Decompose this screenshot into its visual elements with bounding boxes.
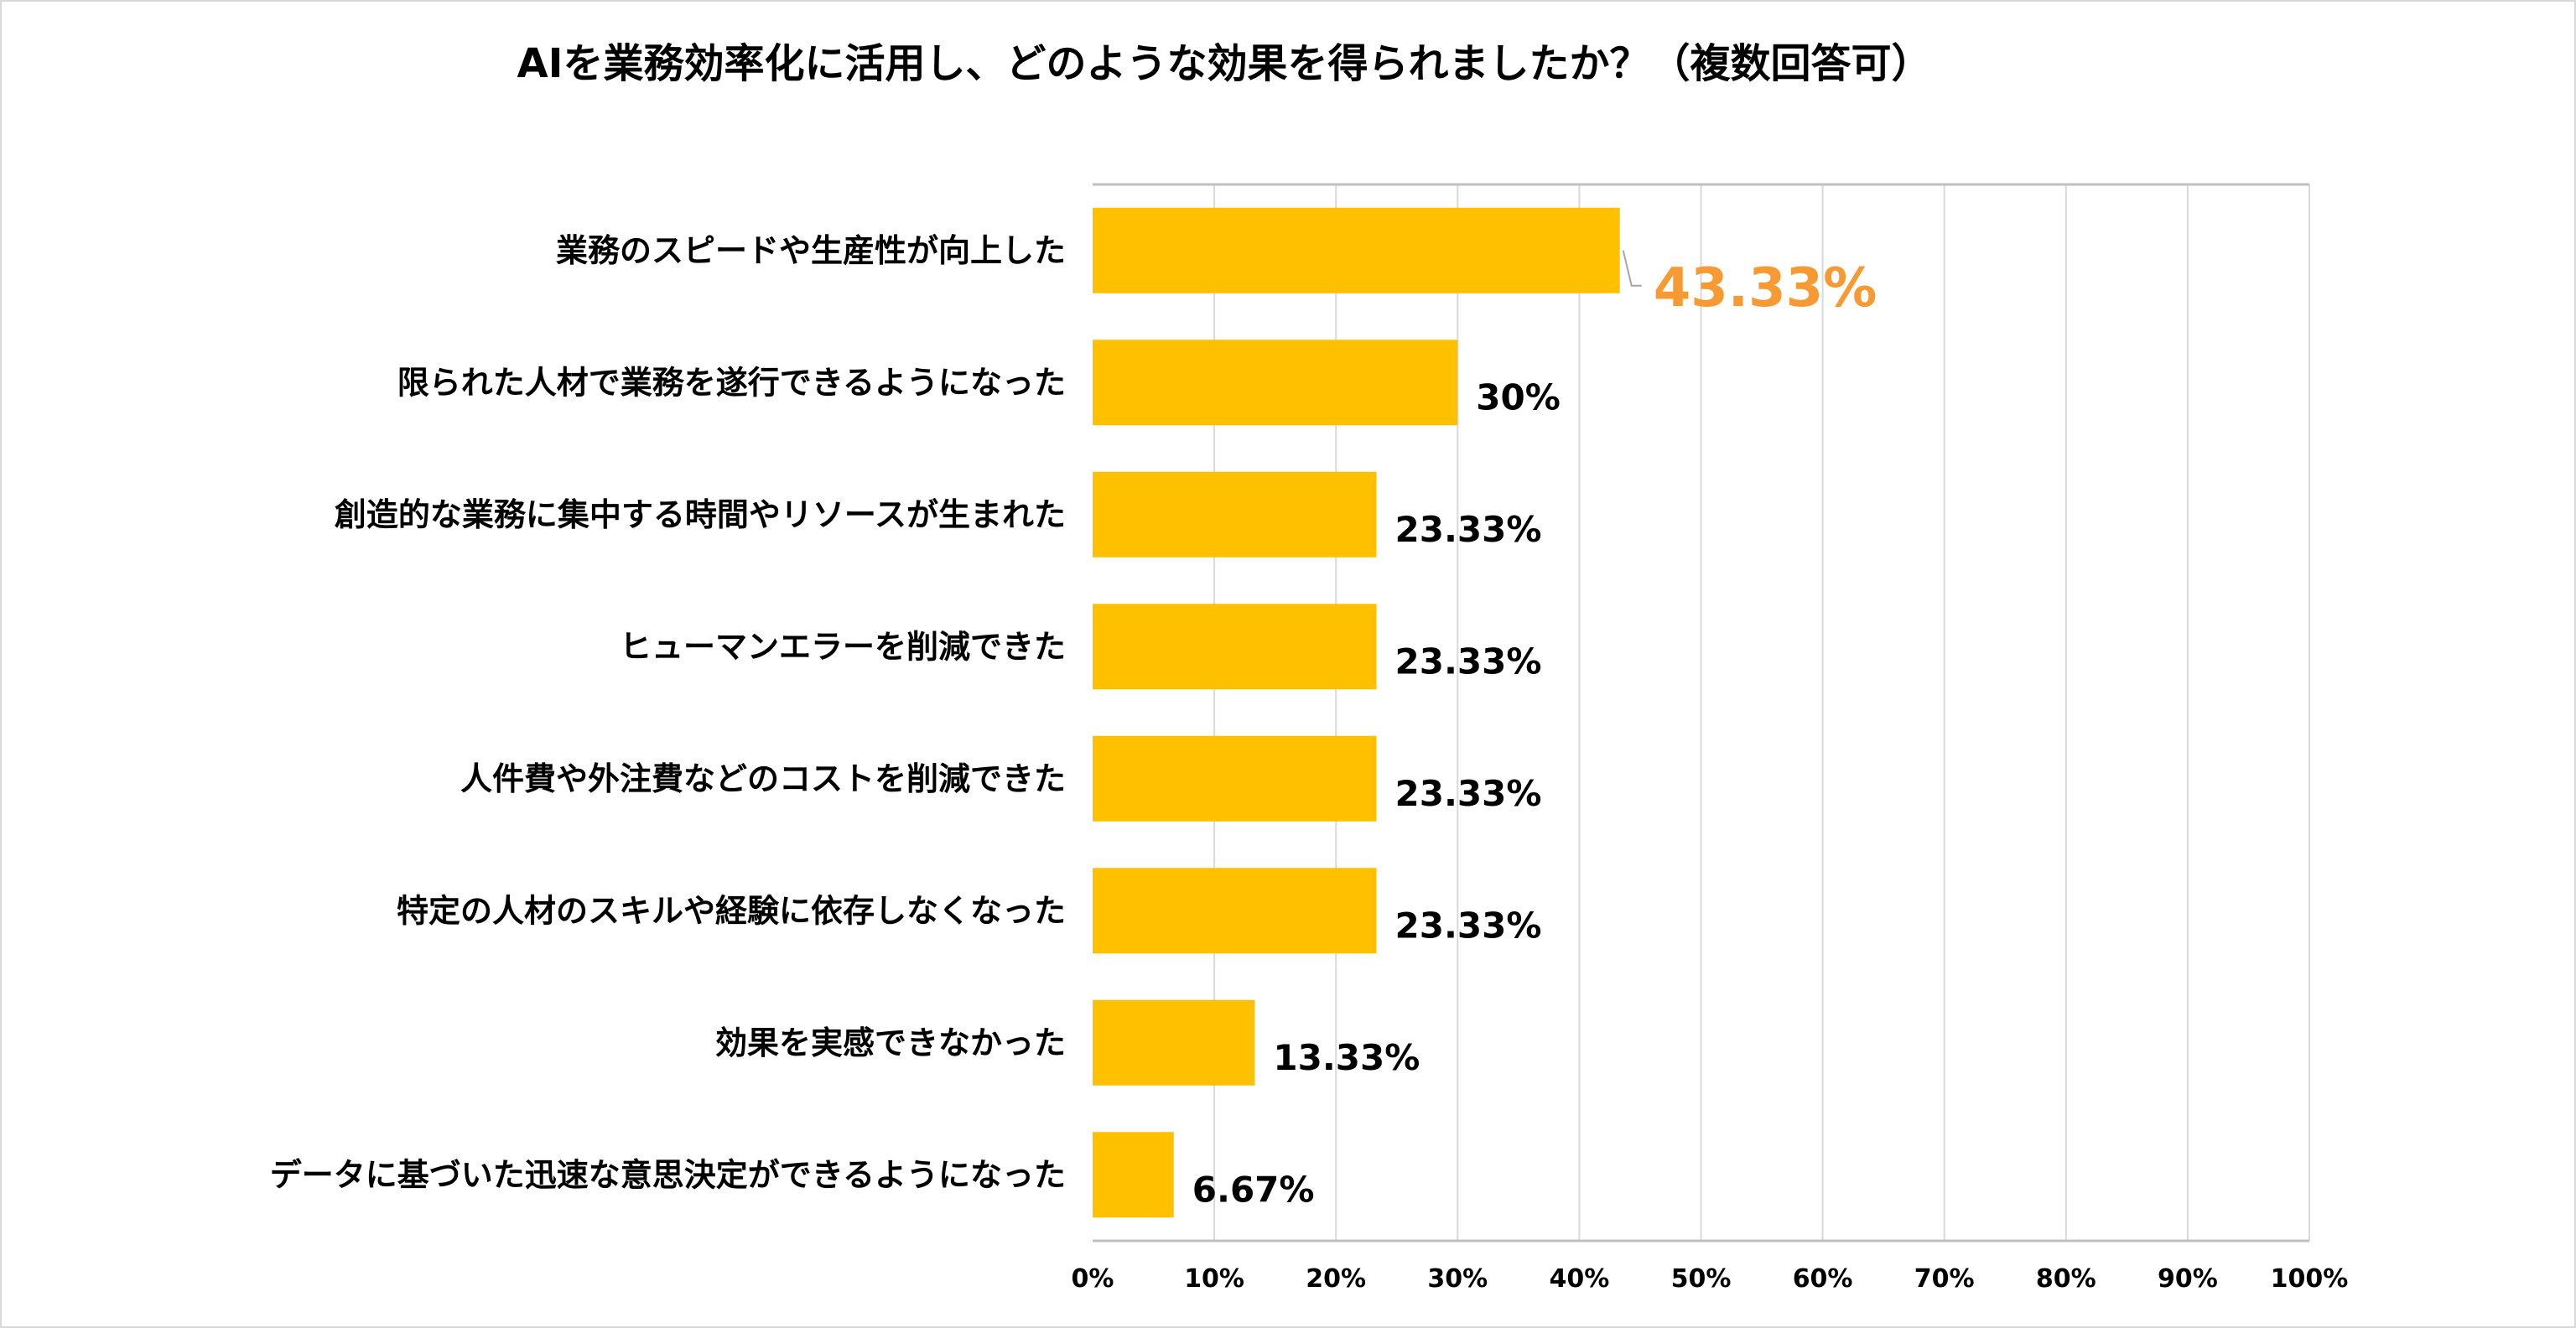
- category-label: 効果を実感できなかった: [715, 1025, 1066, 1061]
- x-tick-label: 90%: [2158, 1264, 2218, 1294]
- category-label: 業務のスピードや生産性が向上した: [556, 232, 1066, 269]
- value-label: 30%: [1476, 376, 1561, 418]
- bar: [1093, 207, 1620, 293]
- x-tick-label: 80%: [2036, 1264, 2096, 1294]
- value-label: 6.67%: [1192, 1169, 1315, 1210]
- value-label: 23.33%: [1395, 509, 1542, 550]
- value-label-highlight: 43.33%: [1654, 257, 1877, 319]
- leader-line: [1622, 250, 1642, 287]
- x-tick-label: 30%: [1427, 1264, 1488, 1294]
- bar: [1093, 471, 1377, 558]
- category-label: データに基づいた迅速な意思決定ができるようになった: [270, 1156, 1066, 1193]
- x-tick-label: 0%: [1072, 1264, 1114, 1294]
- x-tick-label: 60%: [1793, 1264, 1853, 1294]
- category-label: 限られた人材で業務を遂行できるようになった: [397, 364, 1066, 401]
- chart-title: AIを業務効率化に活用し、どのような効果を得られましたか？（複数回答可）: [517, 40, 1932, 87]
- x-tick-label: 40%: [1549, 1264, 1609, 1294]
- bar: [1093, 604, 1377, 690]
- category-label: 特定の人材のスキルや経験に依存しなくなった: [397, 892, 1066, 929]
- category-label: 人件費や外注費などのコストを削減できた: [460, 760, 1066, 797]
- bar: [1093, 340, 1458, 426]
- x-tick-label: 70%: [1914, 1264, 1975, 1294]
- bar: [1093, 735, 1377, 822]
- bar: [1093, 868, 1377, 954]
- value-label: 23.33%: [1395, 641, 1542, 682]
- x-tick-label: 100%: [2271, 1264, 2349, 1294]
- x-tick-label: 10%: [1184, 1264, 1244, 1294]
- value-label: 23.33%: [1395, 905, 1542, 946]
- value-label: 13.33%: [1273, 1037, 1420, 1078]
- value-label: 23.33%: [1395, 773, 1542, 814]
- category-label: ヒューマンエラーを削減できた: [620, 628, 1066, 665]
- category-label: 創造的な業務に集中する時間やリソースが生まれた: [335, 496, 1066, 533]
- x-tick-label: 20%: [1306, 1264, 1366, 1294]
- bar: [1093, 999, 1255, 1086]
- x-tick-label: 50%: [1671, 1264, 1732, 1294]
- bar: [1093, 1132, 1174, 1218]
